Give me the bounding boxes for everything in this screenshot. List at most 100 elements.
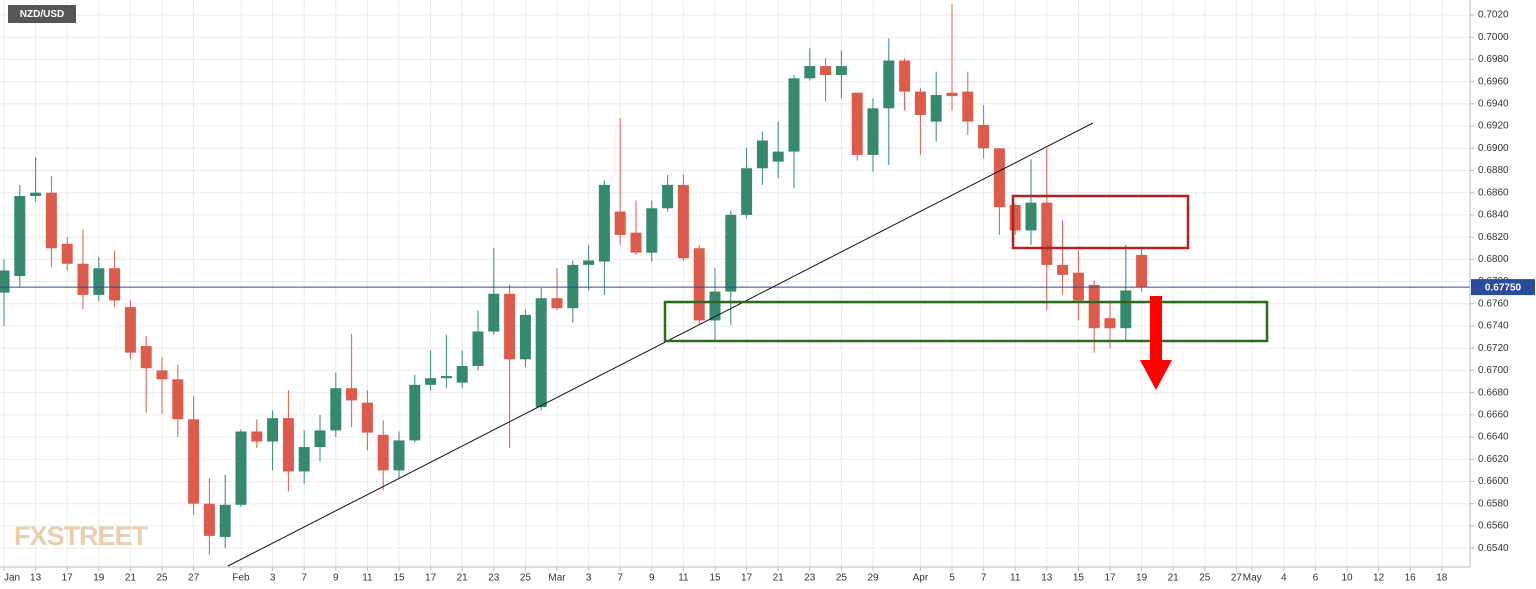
candle-body [172, 379, 184, 420]
candle-body [156, 370, 168, 380]
candle-body [788, 78, 800, 152]
candle-body [756, 140, 768, 169]
x-tick-label: 17 [62, 573, 74, 584]
y-tick-label: 0.6660 [1478, 409, 1509, 420]
x-tick-label: 25 [520, 573, 532, 584]
candle-body [361, 402, 373, 433]
candle-body [519, 314, 531, 360]
support-box [663, 300, 1269, 343]
x-tick-label: 5 [949, 573, 955, 584]
y-tick-label: 0.6540 [1478, 543, 1509, 554]
y-tick-label: 0.6820 [1478, 232, 1509, 243]
candle-body [14, 196, 26, 277]
candle-body [235, 431, 247, 505]
x-tick-label: 11 [678, 573, 689, 584]
candle-body [677, 184, 689, 259]
candle-body [804, 66, 816, 79]
axes: 0.6540 0.6560 0.6580 0.6600 0.6620 0.6640 0.66… [3, 10, 1535, 584]
candle-body [567, 264, 579, 309]
candle-body [188, 419, 200, 504]
x-tick-label: 23 [488, 573, 500, 584]
y-tick-label: 0.6680 [1478, 387, 1509, 398]
y-tick-label: 0.7000 [1478, 32, 1509, 43]
x-tick-label: 29 [867, 573, 879, 584]
x-tick-label: 10 [1341, 573, 1353, 584]
candle-body [77, 263, 89, 295]
candle-body [267, 418, 279, 442]
x-tick-label: 25 [156, 573, 168, 584]
candle-body [899, 60, 911, 92]
candle-body [978, 124, 990, 149]
candle-body [946, 92, 958, 97]
candle-body [614, 211, 626, 235]
x-tick-label: 27 [1231, 573, 1243, 584]
y-tick-label: 0.6720 [1478, 343, 1509, 354]
x-tick-label: 7 [981, 573, 987, 584]
candle-body [772, 151, 784, 162]
candle-body [725, 214, 737, 292]
candle-body [330, 388, 342, 431]
arrow-shaft [1150, 296, 1162, 360]
candle-body [1057, 264, 1069, 275]
y-tick-label: 0.6980 [1478, 54, 1509, 65]
candle-body [598, 184, 610, 262]
x-tick-label: Apr [913, 573, 929, 584]
x-tick-label: 17 [741, 573, 753, 584]
candle-body [630, 232, 642, 253]
x-tick-label: May [1243, 573, 1262, 584]
candle-body [472, 331, 484, 366]
x-tick-label: Mar [548, 573, 566, 584]
x-tick-label: 19 [93, 573, 105, 584]
candle-body [124, 307, 136, 353]
title-box [8, 5, 76, 23]
candle-body [93, 268, 105, 295]
x-tick-label: 12 [1373, 573, 1385, 584]
candle-body [1041, 202, 1053, 265]
x-tick-label: 21 [773, 573, 785, 584]
arrow-head [1140, 360, 1172, 390]
candle-body [914, 91, 926, 115]
candle-body [440, 375, 452, 379]
candle-body [1104, 318, 1116, 329]
chart-title: NZD/USD [20, 9, 64, 20]
candle-body [535, 298, 547, 408]
y-tick-label: 0.6840 [1478, 210, 1509, 221]
x-tick-label: 6 [1313, 573, 1319, 584]
y-tick-label: 0.6640 [1478, 432, 1509, 443]
candle-body [993, 148, 1005, 208]
x-tick-label: 3 [270, 573, 276, 584]
y-tick-label: 0.6740 [1478, 321, 1509, 332]
trend-line [227, 122, 1094, 567]
y-tick-label: 0.6900 [1478, 143, 1509, 154]
x-tick-label: 13 [1041, 573, 1053, 584]
candle-body [377, 434, 389, 471]
x-tick-label: 19 [1136, 573, 1148, 584]
y-tick-label: 0.6580 [1478, 498, 1509, 509]
candle-body [45, 192, 57, 249]
candle-body [693, 248, 705, 321]
x-tick-label: 7 [617, 573, 623, 584]
candle-body [646, 208, 658, 253]
x-tick-label: 25 [836, 573, 848, 584]
x-tick-label: 21 [1168, 573, 1180, 584]
candle-body [140, 345, 152, 369]
candle-body [1136, 254, 1148, 288]
x-tick-label: Jan [4, 573, 20, 584]
x-tick-label: 25 [1199, 573, 1211, 584]
candle-body [962, 91, 974, 122]
y-tick-label: 0.6920 [1478, 121, 1509, 132]
candle-body [0, 270, 10, 293]
candles [0, 3, 1470, 555]
x-tick-label: 15 [393, 573, 405, 584]
x-tick-label: 23 [804, 573, 816, 584]
y-tick-label: 0.6860 [1478, 187, 1509, 198]
candle-body [61, 243, 73, 264]
candle-body [219, 504, 231, 538]
y-tick-label: 0.6880 [1478, 165, 1509, 176]
candle-body [203, 503, 215, 536]
y-tick-label: 0.6620 [1478, 454, 1509, 465]
candle-body [1072, 272, 1084, 301]
y-tick-label: 0.6700 [1478, 365, 1509, 376]
x-tick-label: 21 [457, 573, 469, 584]
price-tag [1471, 279, 1535, 296]
